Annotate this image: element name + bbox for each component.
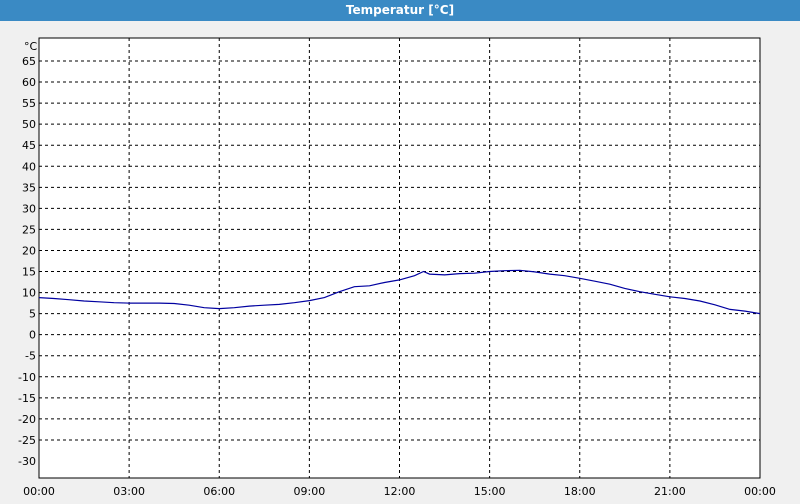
- x-tick-time: 21:00: [654, 485, 686, 498]
- y-tick-label: -25: [18, 434, 36, 447]
- x-tick-time: 06:00: [203, 485, 235, 498]
- y-tick-label: 10: [22, 287, 36, 300]
- y-tick-label: -20: [18, 413, 36, 426]
- y-tick-label: 60: [22, 76, 36, 89]
- chart-svg: 65605550454035302520151050-5-10-15-20-25…: [15, 37, 785, 504]
- y-tick-label: 55: [22, 97, 36, 110]
- y-tick-label: 45: [22, 139, 36, 152]
- y-tick-label: 35: [22, 181, 36, 194]
- y-tick-label: 20: [22, 244, 36, 257]
- series-group: [38, 269, 761, 315]
- y-tick-label: 0: [29, 329, 36, 342]
- temperature-chart: 65 60 55 50 45 40 35 30 25 20 15 10 5 0 -5 -10 -15 -20 -25…: [0, 21, 800, 504]
- y-tick-label: 5: [29, 308, 36, 321]
- series-line: [38, 269, 761, 315]
- x-tick-time: 12:00: [384, 485, 416, 498]
- x-tick-time: 03:00: [113, 485, 145, 498]
- y-tick-label: 25: [22, 223, 36, 236]
- y-tick-label: 15: [22, 266, 36, 279]
- y-tick-label: 30: [22, 202, 36, 215]
- y-tick-label: 40: [22, 160, 36, 173]
- x-tick-time: 00:00: [744, 485, 776, 498]
- y-tick-label: -5: [25, 350, 36, 363]
- grid-lines: [39, 38, 760, 478]
- y-tick-label: -15: [18, 392, 36, 405]
- y-axis-label: °C: [24, 40, 38, 53]
- x-tick-labels: 00:0031.03.1403:0031.03.1406:0031.03.140…: [15, 485, 785, 504]
- window-title: Temperatur [°C]: [0, 0, 800, 21]
- y-tick-label: 50: [22, 118, 36, 131]
- x-tick-time: 18:00: [564, 485, 596, 498]
- y-tick-label: -10: [18, 371, 36, 384]
- x-tick-time: 00:00: [23, 485, 55, 498]
- x-tick-time: 15:00: [474, 485, 506, 498]
- y-tick-label: -30: [18, 455, 36, 468]
- y-tick-label: 65: [22, 55, 36, 68]
- y-tick-labels: 65605550454035302520151050-5-10-15-20-25…: [18, 55, 36, 468]
- x-tick-time: 09:00: [294, 485, 326, 498]
